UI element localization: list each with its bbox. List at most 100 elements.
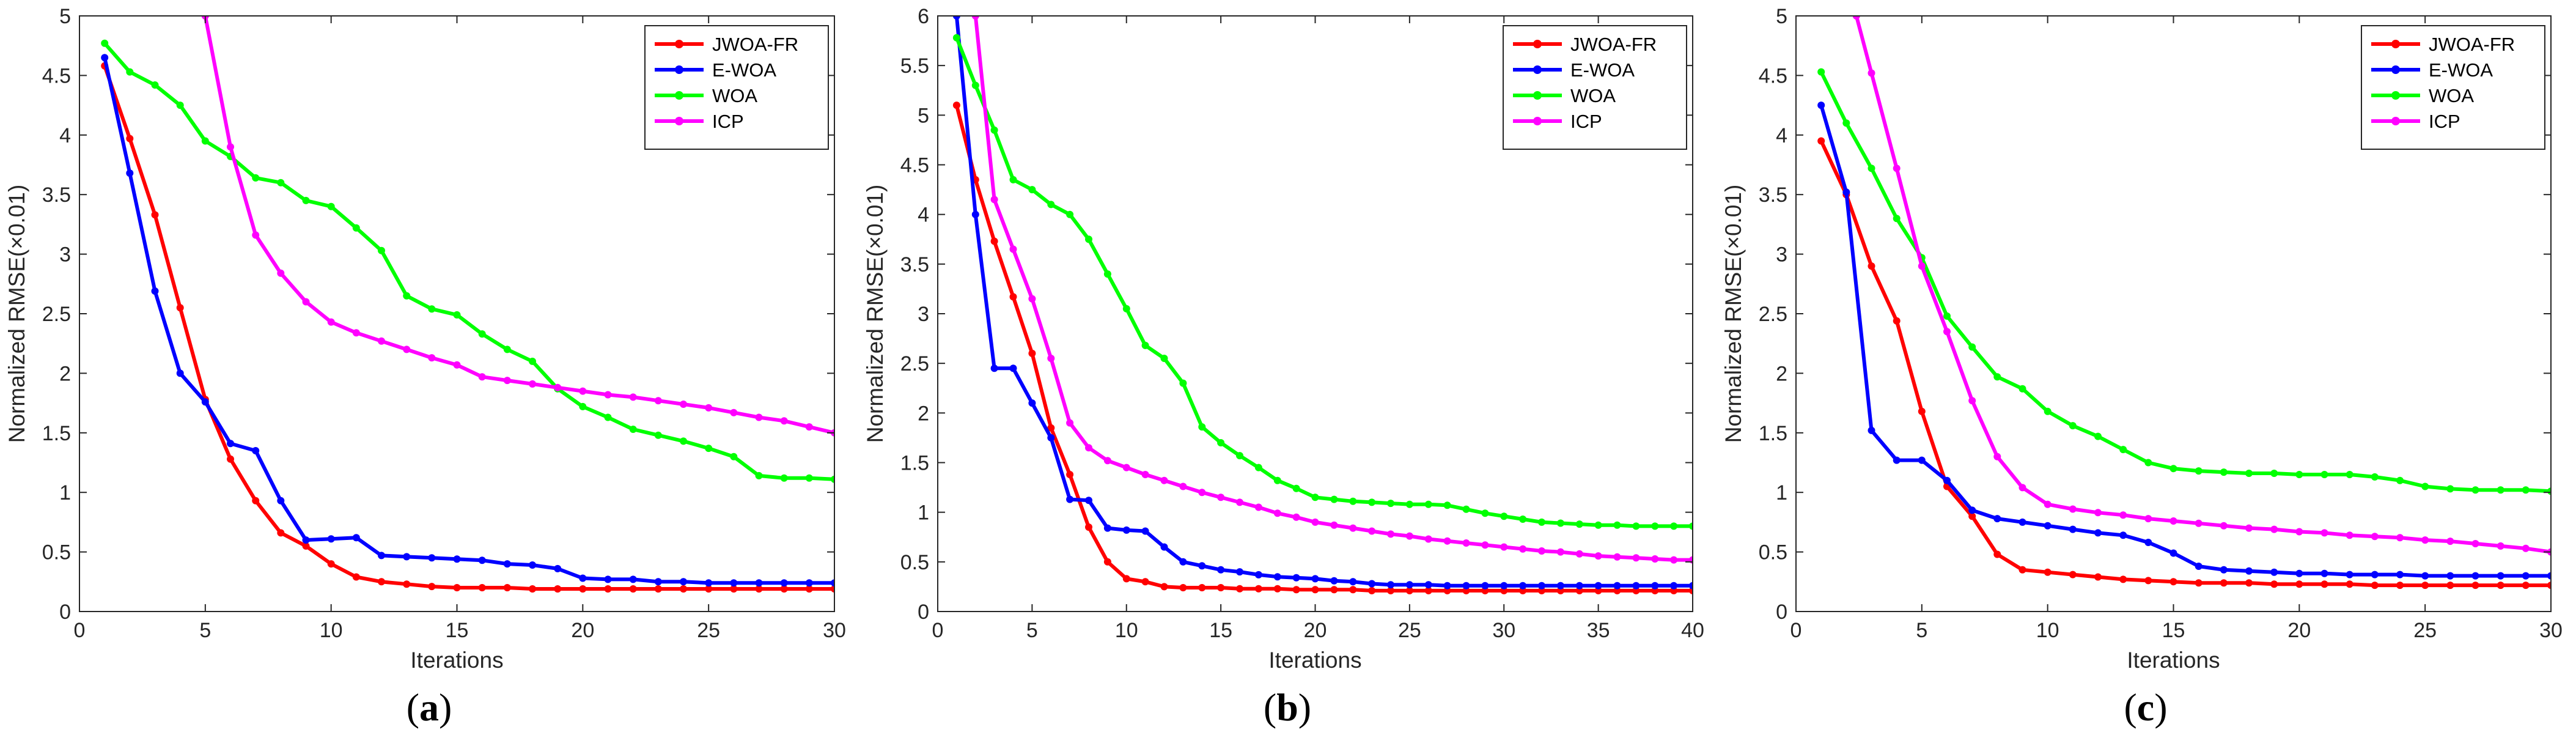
data-point: [1993, 515, 2001, 523]
data-point: [971, 210, 979, 218]
y-tick-label: 4: [1776, 124, 1787, 147]
data-point: [1918, 407, 1926, 415]
y-tick-label: 2: [1776, 362, 1787, 385]
data-point: [2346, 531, 2353, 539]
data-point: [1842, 119, 1850, 127]
data-point: [2295, 471, 2303, 478]
y-tick-label: 2.5: [900, 352, 929, 375]
data-point: [1519, 582, 1527, 590]
data-point: [705, 579, 713, 587]
x-tick-label: 0: [1790, 619, 1802, 642]
data-point: [1893, 164, 1901, 172]
data-point: [1028, 295, 1036, 303]
x-tick-label: 15: [1209, 619, 1232, 642]
data-point: [1273, 573, 1281, 581]
data-point: [1085, 497, 1092, 505]
data-point: [2144, 459, 2152, 467]
data-point: [1368, 527, 1376, 535]
data-point: [227, 440, 234, 448]
data-point: [1066, 419, 1074, 427]
data-point: [654, 585, 662, 593]
data-point: [2220, 522, 2228, 530]
data-point: [629, 393, 637, 401]
data-point: [403, 580, 411, 588]
data-point: [503, 560, 511, 568]
data-point: [2094, 509, 2102, 517]
data-point: [2371, 582, 2379, 590]
y-tick-label: 6: [918, 5, 929, 28]
data-point: [1085, 444, 1092, 452]
data-point: [1273, 476, 1281, 484]
data-point: [503, 346, 511, 353]
data-point: [1632, 582, 1640, 590]
legend-swatch-marker: [675, 117, 683, 125]
data-point: [1670, 556, 1678, 564]
data-point: [604, 575, 612, 583]
x-tick-label: 5: [199, 619, 211, 642]
legend-swatch-marker: [2391, 91, 2400, 100]
data-point: [680, 437, 687, 445]
data-point: [1632, 554, 1640, 562]
data-point: [1387, 500, 1394, 508]
data-point: [1122, 526, 1130, 534]
data-point: [1868, 426, 1875, 434]
data-point: [1405, 500, 1413, 508]
x-tick-label: 25: [697, 619, 720, 642]
data-point: [990, 364, 998, 372]
data-point: [176, 369, 184, 377]
legend-swatch-marker: [675, 65, 683, 74]
data-point: [1968, 506, 1976, 514]
data-point: [1292, 513, 1300, 521]
x-tick-label: 40: [1681, 619, 1704, 642]
legend-swatch-marker: [1533, 117, 1542, 125]
data-point: [2471, 572, 2479, 580]
data-point: [302, 542, 310, 550]
data-point: [805, 474, 813, 482]
legend-box: [644, 25, 829, 150]
legend-label: E-WOA: [2429, 59, 2493, 81]
data-point: [2018, 484, 2026, 492]
data-point: [2119, 531, 2127, 539]
data-point: [1198, 423, 1206, 431]
data-point: [453, 361, 461, 369]
data-point: [730, 585, 738, 593]
data-point: [1689, 582, 1693, 590]
x-tick-label: 15: [2162, 619, 2185, 642]
data-point: [1868, 69, 1875, 77]
data-point: [1670, 522, 1678, 530]
data-point: [252, 231, 260, 239]
data-point: [478, 556, 486, 564]
data-point: [2195, 467, 2202, 475]
data-point: [1236, 498, 1243, 506]
data-point: [2471, 540, 2479, 547]
data-point: [403, 346, 411, 353]
data-point: [1500, 543, 1508, 551]
data-point: [2295, 528, 2303, 536]
data-point: [604, 413, 612, 421]
data-point: [629, 585, 637, 593]
legend-label: ICP: [2429, 111, 2460, 132]
data-point: [1613, 521, 1621, 529]
data-point: [1198, 584, 1206, 591]
data-point: [579, 387, 587, 395]
y-tick-label: 1.5: [900, 452, 929, 475]
data-point: [227, 455, 234, 463]
data-point: [2446, 485, 2454, 493]
data-point: [2421, 572, 2429, 580]
data-point: [176, 102, 184, 109]
data-point: [1868, 262, 1875, 270]
data-point: [1066, 495, 1074, 503]
data-point: [1085, 523, 1092, 531]
data-point: [2220, 468, 2228, 476]
y-tick-label: 0: [59, 601, 71, 624]
y-tick-label: 5: [918, 104, 929, 127]
data-point: [2044, 407, 2052, 415]
data-point: [1368, 580, 1376, 588]
data-point: [1842, 188, 1850, 196]
data-point: [1160, 355, 1168, 362]
x-tick-label: 0: [74, 619, 86, 642]
data-point: [1817, 68, 1825, 76]
data-point: [1047, 201, 1055, 209]
data-point: [2522, 572, 2530, 580]
data-point: [2069, 571, 2077, 578]
